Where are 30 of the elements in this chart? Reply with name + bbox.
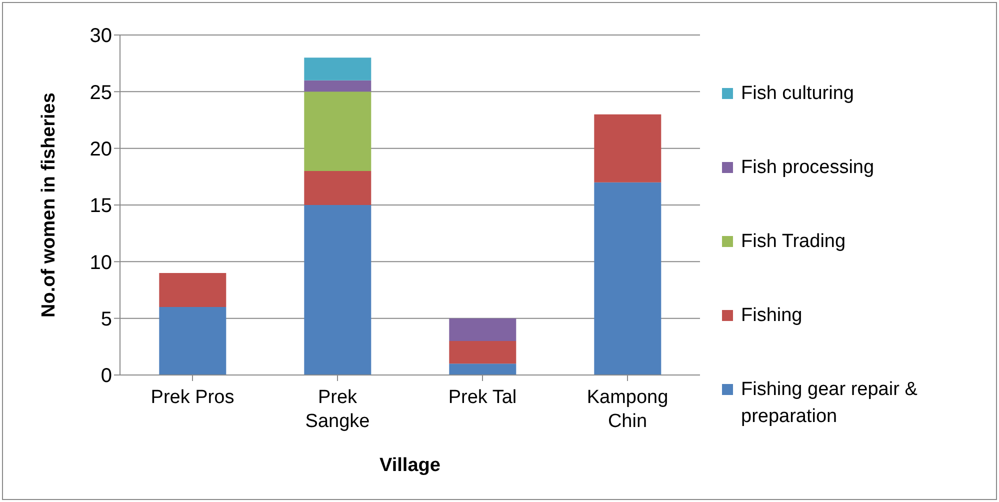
bar	[304, 58, 372, 80]
bar	[594, 182, 662, 375]
legend-label: Fishing gear repair & preparation	[741, 378, 918, 429]
x-axis-title: Village	[380, 455, 440, 476]
y-axis-title: No.of women in fisheries	[38, 92, 60, 318]
y-tick-label: 0	[100, 365, 112, 388]
y-tick-label: 10	[90, 252, 112, 274]
bar	[304, 171, 372, 205]
y-tick-label: 15	[90, 195, 112, 218]
x-tick-label: Prek Sangke	[305, 387, 370, 432]
x-tick-label: Prek Pros	[150, 387, 234, 408]
legend-label: Fish processing	[741, 156, 874, 180]
x-tick-label: Kampong Chin	[586, 387, 668, 432]
y-tick-label: 5	[100, 308, 112, 330]
legend-label: Fish Trading	[741, 230, 846, 254]
x-tick-label: Prek Tal	[448, 387, 517, 408]
legend-label: Fishing	[741, 304, 802, 328]
bar	[304, 80, 372, 92]
bar	[449, 341, 516, 364]
legend-label: Fish culturing	[741, 82, 854, 106]
bar	[159, 273, 226, 307]
y-tick-label: 25	[90, 82, 112, 104]
bar	[594, 114, 662, 182]
bar	[449, 364, 516, 375]
y-tick-label: 30	[90, 25, 112, 48]
bar	[449, 318, 516, 341]
y-tick-label: 20	[90, 138, 112, 160]
bar	[304, 92, 372, 171]
bar	[159, 307, 226, 375]
bar	[304, 205, 372, 375]
